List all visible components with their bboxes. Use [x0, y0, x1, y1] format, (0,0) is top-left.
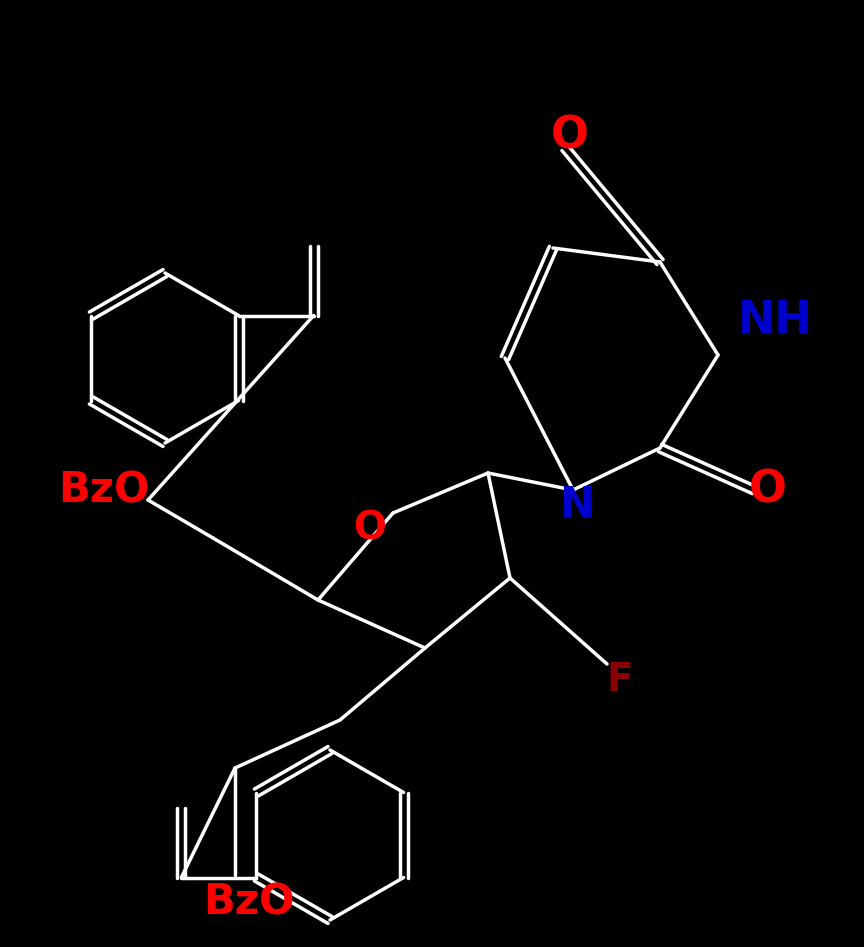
Text: O: O: [353, 509, 386, 547]
Text: BzO: BzO: [203, 881, 295, 923]
Text: NH: NH: [738, 298, 812, 342]
Text: O: O: [749, 469, 787, 511]
Text: F: F: [607, 661, 633, 699]
Text: BzO: BzO: [58, 469, 149, 511]
Text: O: O: [551, 115, 589, 157]
Text: N: N: [560, 484, 594, 526]
